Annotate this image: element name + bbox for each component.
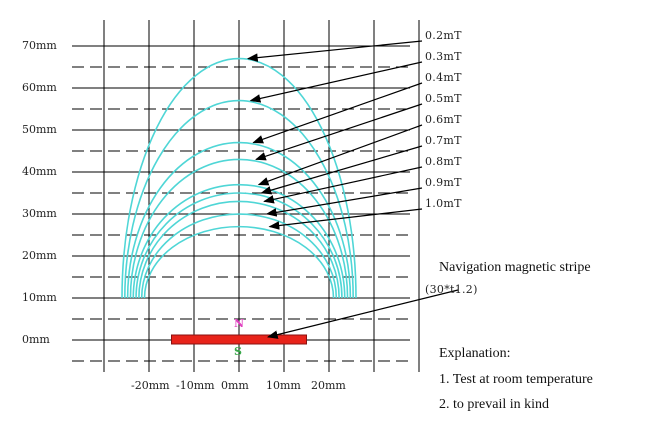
label-arrow <box>265 187 423 217</box>
field-curve <box>124 100 354 299</box>
y-axis-label: 70mm <box>22 39 57 52</box>
explanation-heading: Explanation: <box>439 346 511 361</box>
x-axis-label: 20mm <box>311 379 346 392</box>
field-curve <box>140 213 338 299</box>
field-curve <box>121 57 357 299</box>
field-label: 0.7mT <box>425 134 462 147</box>
field-label: 0.3mT <box>425 50 462 63</box>
field-curve <box>138 200 340 299</box>
field-label: 0.8mT <box>425 155 462 168</box>
field-label: 0.9mT <box>425 176 462 189</box>
x-axis-label: -10mm <box>176 379 215 392</box>
field-curve <box>135 192 343 299</box>
label-arrow <box>246 40 423 62</box>
y-axis-label: 40mm <box>22 165 57 178</box>
explanation-item: 1. Test at room temperature <box>439 372 593 387</box>
field-curve <box>132 183 346 299</box>
grid <box>72 20 420 372</box>
y-axis-label: 30mm <box>22 207 57 220</box>
label-arrow <box>260 145 423 195</box>
y-axis-label: 10mm <box>22 291 57 304</box>
label-arrow <box>252 82 423 144</box>
x-axis-label: 0mm <box>221 379 249 392</box>
label-arrow <box>268 208 423 230</box>
label-arrow <box>255 103 423 161</box>
field-curve <box>129 159 349 299</box>
field-label: 0.5mT <box>425 92 462 105</box>
y-axis-label: 0mm <box>22 333 50 346</box>
x-axis-label: -20mm <box>131 379 170 392</box>
y-axis-label: 50mm <box>22 123 57 136</box>
label-arrow <box>263 166 423 204</box>
y-axis-label: 20mm <box>22 249 57 262</box>
y-axis-label: 60mm <box>22 81 57 94</box>
north-pole-label: N <box>234 317 245 330</box>
stripe-arrow-line <box>266 289 459 339</box>
stripe-size: (30*t1.2) <box>425 283 478 296</box>
field-curves <box>121 57 357 299</box>
field-curve <box>126 141 352 299</box>
field-label: 0.2mT <box>425 29 462 42</box>
label-arrow <box>257 124 423 186</box>
field-label: 0.4mT <box>425 71 462 84</box>
magnetic-stripe <box>171 334 307 345</box>
field-curve <box>143 225 335 299</box>
field-label: 0.6mT <box>425 113 462 126</box>
stripe-arrow <box>266 289 459 339</box>
label-arrows <box>246 40 423 230</box>
label-arrow <box>249 61 423 103</box>
x-axis-label: 10mm <box>266 379 301 392</box>
explanation-item: 2. to prevail in kind <box>439 397 550 412</box>
south-pole-label: S <box>234 345 242 358</box>
field-label: 1.0mT <box>425 197 462 210</box>
stripe-title: Navigation magnetic stripe <box>439 260 591 275</box>
